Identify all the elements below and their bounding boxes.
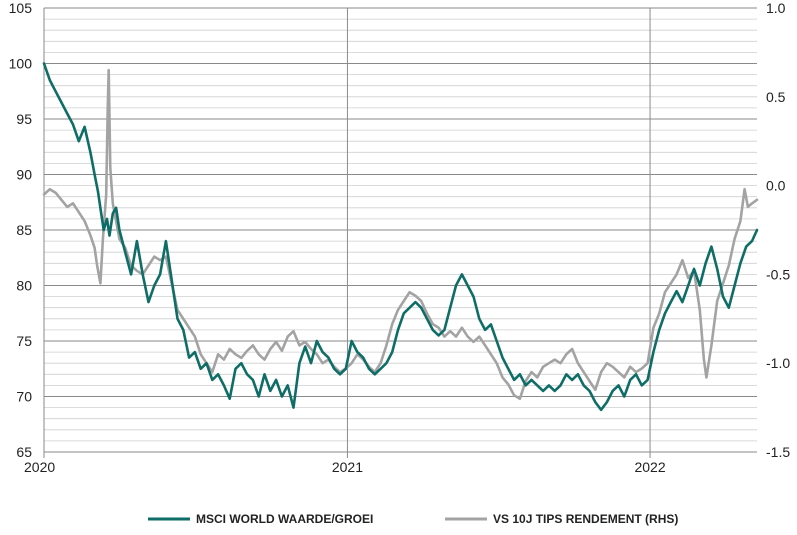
legend-label-msci: MSCI WORLD WAARDE/GROEI bbox=[196, 512, 373, 526]
right-tick-label: 0.0 bbox=[766, 178, 786, 194]
major-gridlines bbox=[44, 7, 757, 453]
left-tick-label: 90 bbox=[16, 167, 32, 183]
legend: MSCI WORLD WAARDE/GROEI VS 10J TIPS REND… bbox=[148, 512, 678, 526]
series-layer bbox=[42, 62, 759, 412]
right-tick-label: 0.5 bbox=[766, 89, 786, 105]
series-line-0 bbox=[42, 62, 759, 412]
left-tick-label: 65 bbox=[16, 444, 32, 460]
left-tick-label: 70 bbox=[16, 389, 32, 405]
right-tick-label: -0.5 bbox=[766, 266, 790, 282]
right-tick-label: -1.5 bbox=[766, 444, 790, 460]
x-tick-label: 2022 bbox=[634, 459, 665, 475]
series-line-1 bbox=[42, 68, 759, 400]
vertical-gridlines bbox=[43, 8, 651, 458]
left-tick-label: 95 bbox=[16, 111, 32, 127]
x-axis-ticks: 2020 2021 2022 bbox=[24, 459, 666, 475]
legend-label-tips: VS 10J TIPS RENDEMENT (RHS) bbox=[493, 512, 678, 526]
x-tick-label: 2021 bbox=[332, 459, 363, 475]
left-axis-ticks: 105 100 95 90 85 80 75 70 65 bbox=[9, 0, 33, 460]
left-tick-label: 105 bbox=[9, 0, 33, 16]
x-tick-label: 2020 bbox=[24, 459, 55, 475]
right-tick-label: -1.0 bbox=[766, 355, 790, 371]
left-tick-label: 75 bbox=[16, 333, 32, 349]
left-tick-label: 100 bbox=[9, 56, 33, 72]
right-axis-ticks: 1.0 0.5 0.0 -0.5 -1.0 -1.5 bbox=[766, 0, 790, 460]
right-tick-label: 1.0 bbox=[766, 0, 786, 16]
left-tick-label: 85 bbox=[16, 222, 32, 238]
left-tick-label: 80 bbox=[16, 278, 32, 294]
